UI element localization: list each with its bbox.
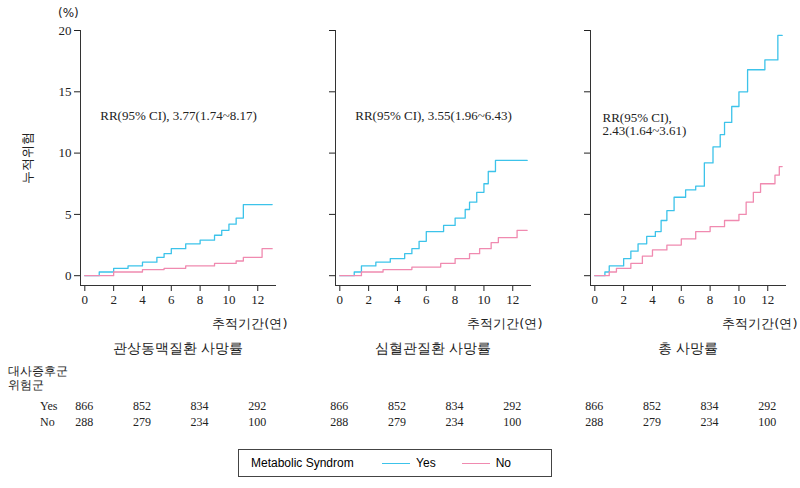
svg-text:12: 12 xyxy=(251,292,264,307)
html-text:100: 100 xyxy=(248,415,267,429)
svg-text:20: 20 xyxy=(59,23,72,38)
html-text:866: 866 xyxy=(75,399,94,413)
html-text:292: 292 xyxy=(248,399,267,413)
html-text:279: 279 xyxy=(388,415,406,429)
svg-text:12: 12 xyxy=(761,292,774,307)
html-text:288: 288 xyxy=(330,415,349,429)
svg-text:8: 8 xyxy=(197,292,204,307)
svg-text:RR(95% CI), 3.55(1.96~6.43): RR(95% CI), 3.55(1.96~6.43) xyxy=(355,108,512,123)
html-text:834: 834 xyxy=(700,399,719,413)
html-text:834: 834 xyxy=(190,399,209,413)
html-text:No: No xyxy=(495,456,511,470)
html-text:100: 100 xyxy=(503,415,522,429)
html-text:심혈관질환 사망률: 심혈관질환 사망률 xyxy=(374,340,492,356)
svg-text:2: 2 xyxy=(110,292,117,307)
html-text:288: 288 xyxy=(75,415,94,429)
html-text:866: 866 xyxy=(585,399,604,413)
svg-text:10: 10 xyxy=(59,145,72,160)
svg-text:4: 4 xyxy=(649,292,656,307)
html-text:866: 866 xyxy=(330,399,349,413)
svg-text:4: 4 xyxy=(394,292,401,307)
svg-text:0: 0 xyxy=(592,292,599,307)
html-text:852: 852 xyxy=(388,399,406,413)
svg-text:RR(95% CI),2.43(1.64~3.61): RR(95% CI),2.43(1.64~3.61) xyxy=(603,110,687,138)
svg-text:10: 10 xyxy=(477,292,490,307)
html-text:234: 234 xyxy=(445,415,464,429)
svg-text:0: 0 xyxy=(65,268,72,283)
svg-text:8: 8 xyxy=(452,292,459,307)
html-text:279: 279 xyxy=(643,415,661,429)
svg-text:4: 4 xyxy=(139,292,146,307)
svg-text:8: 8 xyxy=(707,292,714,307)
svg-text:12: 12 xyxy=(506,292,519,307)
html-text:834: 834 xyxy=(445,399,464,413)
html-text:Metabolic Syndrom: Metabolic Syndrom xyxy=(251,456,354,470)
svg-text:10: 10 xyxy=(732,292,745,307)
svg-text:2: 2 xyxy=(620,292,627,307)
svg-text:추적기간(연): 추적기간(연) xyxy=(212,316,287,331)
html-text:292: 292 xyxy=(503,399,522,413)
html-text:Yes: Yes xyxy=(40,399,58,413)
svg-text:추적기간(연): 추적기간(연) xyxy=(722,316,797,331)
html-text:대사증후군 위험군: 대사증후군 위험군 xyxy=(8,364,68,392)
html-text:Yes: Yes xyxy=(416,456,436,470)
svg-text:10: 10 xyxy=(222,292,235,307)
svg-text:2: 2 xyxy=(365,292,372,307)
svg-text:추적기간(연): 추적기간(연) xyxy=(467,316,542,331)
svg-text:6: 6 xyxy=(678,292,685,307)
html-text:279: 279 xyxy=(133,415,151,429)
html-text:234: 234 xyxy=(700,415,719,429)
html-text:100: 100 xyxy=(758,415,777,429)
svg-text:6: 6 xyxy=(423,292,430,307)
html-text:총 사망률: 총 사망률 xyxy=(657,340,719,356)
svg-text:5: 5 xyxy=(65,207,72,222)
html-text:288: 288 xyxy=(585,415,604,429)
svg-text:15: 15 xyxy=(59,84,72,99)
html-text:관상동맥질환 사망률: 관상동맥질환 사망률 xyxy=(112,340,244,356)
html-text:234: 234 xyxy=(190,415,209,429)
svg-text:0: 0 xyxy=(82,292,89,307)
html-text:852: 852 xyxy=(643,399,661,413)
svg-text:RR(95% CI), 3.77(1.74~8.17): RR(95% CI), 3.77(1.74~8.17) xyxy=(100,108,257,123)
svg-text:6: 6 xyxy=(168,292,175,307)
html-text:852: 852 xyxy=(133,399,151,413)
svg-text:누적위험: 누적위험 xyxy=(20,132,35,184)
html-text:No: No xyxy=(40,415,55,429)
html-text:292: 292 xyxy=(758,399,777,413)
svg-text:0: 0 xyxy=(337,292,344,307)
